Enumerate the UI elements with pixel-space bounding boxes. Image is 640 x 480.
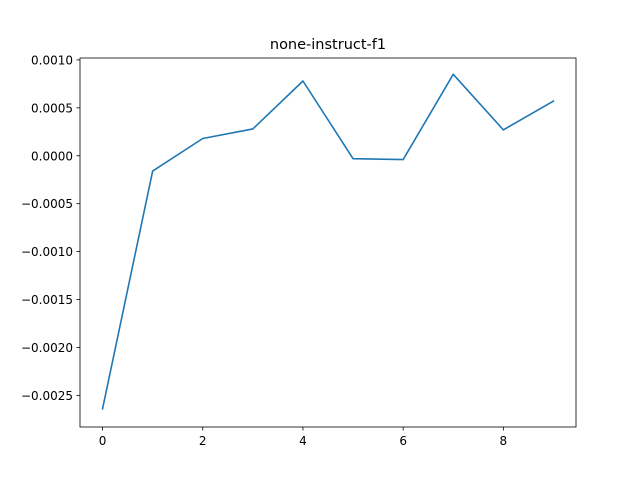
y-tick-label: 0.0005 <box>31 101 73 115</box>
plot-frame <box>79 57 577 428</box>
y-tick-label: 0.0010 <box>31 53 73 67</box>
x-tick-label: 0 <box>99 434 107 448</box>
series-line <box>101 73 555 410</box>
y-tick-label: −0.0025 <box>21 389 73 403</box>
x-tick-label: 8 <box>500 434 508 448</box>
y-axis: 0.0010 0.0005 0.0000 −0.0005 −0.0010 −0.0015 −… <box>21 53 80 403</box>
chart-title: none-instruct-f1 <box>270 37 386 53</box>
y-tick-label: −0.0015 <box>21 293 73 307</box>
series-layer <box>101 73 555 410</box>
y-tick-label: −0.0005 <box>21 197 73 211</box>
y-tick-label: 0.0000 <box>31 149 73 163</box>
x-tick-label: 4 <box>299 434 307 448</box>
y-tick-label: −0.0020 <box>21 341 73 355</box>
x-tick-label: 2 <box>199 434 207 448</box>
x-axis: 0 2 4 6 8 <box>99 427 507 448</box>
y-tick-label: −0.0010 <box>21 245 73 259</box>
x-tick-label: 6 <box>399 434 407 448</box>
